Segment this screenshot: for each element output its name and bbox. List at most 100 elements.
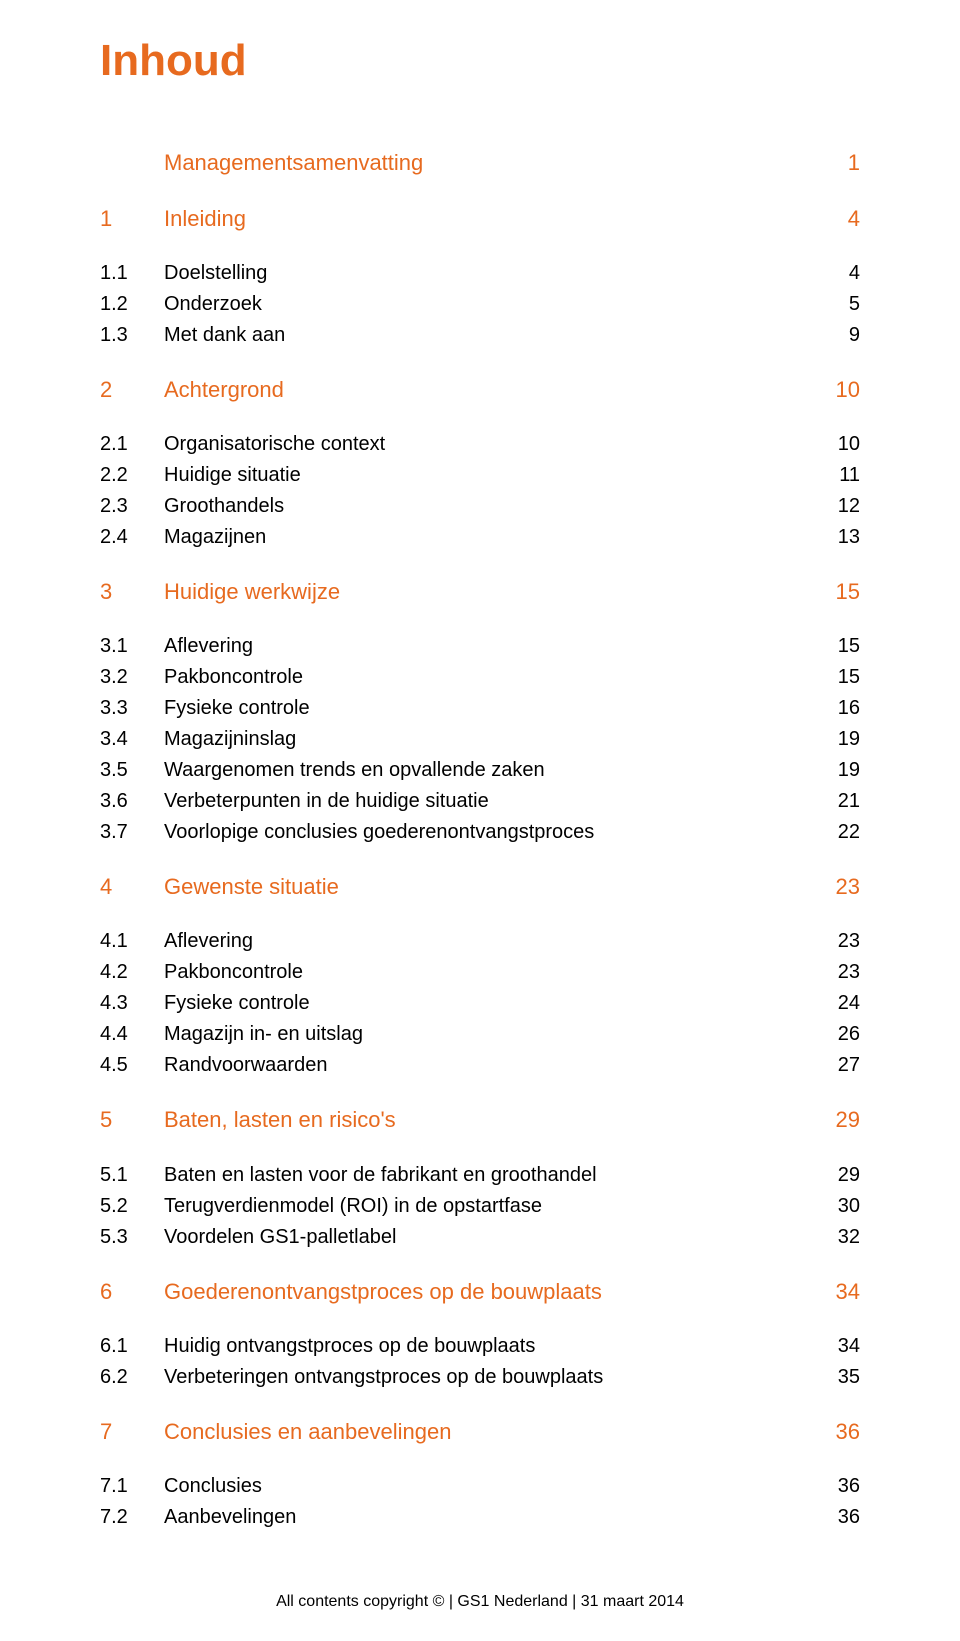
toc-entry-number: 7.1 [100,1471,164,1502]
toc-entry-page: 11 [800,460,860,491]
page-title: Inhoud [100,36,860,86]
toc-entry-page: 16 [800,693,860,724]
toc-entry-page: 15 [800,662,860,693]
toc-subsection-row: 6.2Verbeteringen ontvangstproces op de b… [100,1362,860,1393]
toc-section-row: Managementsamenvatting1 [100,146,860,180]
toc-section-row: 4Gewenste situatie23 [100,870,860,904]
toc-entry-page: 23 [800,957,860,988]
toc-entry-page: 29 [800,1160,860,1191]
toc-entry-label: Pakboncontrole [164,662,800,693]
toc-entry-label: Huidige werkwijze [164,575,800,609]
toc-subsection-row: 3.2Pakboncontrole15 [100,662,860,693]
toc-entry-label: Met dank aan [164,320,800,351]
toc-entry-number: 4 [100,870,164,904]
toc-entry-label: Magazijnen [164,522,800,553]
toc-entry-label: Doelstelling [164,258,800,289]
toc-entry-label: Baten en lasten voor de fabrikant en gro… [164,1160,800,1191]
toc-entry-number: 6.1 [100,1331,164,1362]
toc-entry-label: Waargenomen trends en opvallende zaken [164,755,800,786]
toc-entry-number: 3 [100,575,164,609]
toc-entry-page: 23 [800,870,860,904]
toc-entry-number: 3.2 [100,662,164,693]
toc-entry-label: Conclusies [164,1471,800,1502]
toc-subsection-row: 3.4Magazijninslag19 [100,724,860,755]
toc-entry-label: Magazijninslag [164,724,800,755]
toc-section-row: 1Inleiding4 [100,202,860,236]
toc-subsection-row: 6.1Huidig ontvangstproces op de bouwplaa… [100,1331,860,1362]
toc-entry-page: 36 [800,1415,860,1449]
toc-entry-label: Managementsamenvatting [164,146,800,180]
toc-entry-page: 22 [800,817,860,848]
toc-entry-number: 3.3 [100,693,164,724]
toc-entry-number: 3.6 [100,786,164,817]
toc-entry-number: 3.1 [100,631,164,662]
toc-entry-label: Verbeteringen ontvangstproces op de bouw… [164,1362,800,1393]
toc-subsection-row: 2.3Groothandels12 [100,491,860,522]
toc-entry-page: 34 [800,1331,860,1362]
toc-entry-number: 1.1 [100,258,164,289]
toc-entry-number: 1 [100,202,164,236]
toc-entry-label: Onderzoek [164,289,800,320]
toc-subsection-row: 4.1Aflevering23 [100,926,860,957]
toc-entry-page: 26 [800,1019,860,1050]
toc-entry-page: 4 [800,202,860,236]
toc-entry-label: Aflevering [164,631,800,662]
toc-entry-page: 10 [800,429,860,460]
toc-subsection-row: 5.3Voordelen GS1-palletlabel32 [100,1222,860,1253]
toc-entry-number: 5.1 [100,1160,164,1191]
page: Inhoud Managementsamenvatting11Inleiding… [0,0,960,1641]
toc-entry-page: 34 [800,1275,860,1309]
toc-entry-label: Gewenste situatie [164,870,800,904]
toc-entry-page: 32 [800,1222,860,1253]
toc-entry-page: 1 [800,146,860,180]
toc-entry-page: 19 [800,755,860,786]
toc-subsection-row: 2.4Magazijnen13 [100,522,860,553]
toc-entry-number: 1.2 [100,289,164,320]
toc-entry-number: 3.7 [100,817,164,848]
toc-entry-number: 6.2 [100,1362,164,1393]
toc-entry-label: Magazijn in- en uitslag [164,1019,800,1050]
toc-entry-page: 27 [800,1050,860,1081]
toc-entry-label: Achtergrond [164,373,800,407]
toc-entry-page: 15 [800,631,860,662]
toc-entry-number: 5.3 [100,1222,164,1253]
toc-entry-label: Pakboncontrole [164,957,800,988]
toc-entry-label: Voorlopige conclusies goederenontvangstp… [164,817,800,848]
toc-entry-page: 9 [800,320,860,351]
toc-subsection-row: 3.7Voorlopige conclusies goederenontvang… [100,817,860,848]
toc-entry-page: 21 [800,786,860,817]
toc-entry-label: Baten, lasten en risico's [164,1103,800,1137]
toc-subsection-row: 1.2Onderzoek5 [100,289,860,320]
toc-subsection-row: 4.3Fysieke controle24 [100,988,860,1019]
toc-subsection-row: 7.1Conclusies36 [100,1471,860,1502]
footer-copyright: All contents copyright © | GS1 Nederland… [100,1533,860,1611]
toc-entry-number: 5.2 [100,1191,164,1222]
toc-entry-page: 35 [800,1362,860,1393]
toc-entry-label: Verbeterpunten in de huidige situatie [164,786,800,817]
toc-entry-label: Groothandels [164,491,800,522]
toc-entry-label: Goederenontvangstproces op de bouwplaats [164,1275,800,1309]
toc-entry-page: 36 [800,1471,860,1502]
toc-entry-number: 6 [100,1275,164,1309]
toc-section-row: 7Conclusies en aanbevelingen36 [100,1415,860,1449]
toc-subsection-row: 3.1Aflevering15 [100,631,860,662]
toc-entry-page: 36 [800,1502,860,1533]
toc-entry-number: 5 [100,1103,164,1137]
toc-entry-number: 4.3 [100,988,164,1019]
toc-entry-label: Terugverdienmodel (ROI) in de opstartfas… [164,1191,800,1222]
toc-subsection-row: 1.1Doelstelling4 [100,258,860,289]
toc-entry-page: 10 [800,373,860,407]
toc-subsection-row: 4.5Randvoorwaarden27 [100,1050,860,1081]
toc-entry-label: Huidig ontvangstproces op de bouwplaats [164,1331,800,1362]
toc-entry-number: 3.4 [100,724,164,755]
toc-entry-page: 12 [800,491,860,522]
toc-entry-number: 2 [100,373,164,407]
toc-entry-number: 4.5 [100,1050,164,1081]
toc-subsection-row: 2.1Organisatorische context10 [100,429,860,460]
toc-entry-number: 7 [100,1415,164,1449]
toc-subsection-row: 2.2Huidige situatie11 [100,460,860,491]
toc-entry-number: 4.2 [100,957,164,988]
toc-entry-label: Conclusies en aanbevelingen [164,1415,800,1449]
toc-entry-label: Inleiding [164,202,800,236]
toc-entry-page: 19 [800,724,860,755]
